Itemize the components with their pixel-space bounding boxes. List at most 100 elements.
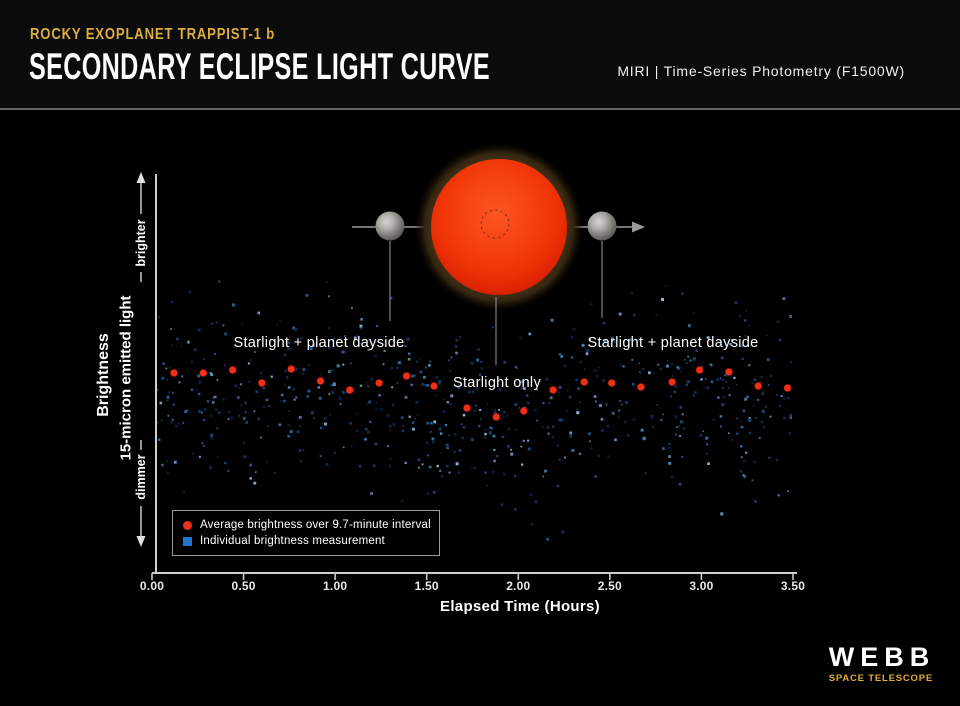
- individual-measurement-point: [365, 403, 368, 406]
- individual-measurement-point: [211, 322, 214, 325]
- individual-measurement-point: [160, 419, 163, 422]
- individual-measurement-point: [327, 370, 331, 373]
- individual-measurement-point: [590, 303, 593, 306]
- individual-measurement-point: [544, 469, 547, 473]
- individual-measurement-point: [284, 370, 287, 373]
- y-axis-label-primary: Brightness: [95, 333, 112, 417]
- individual-measurement-point: [328, 393, 331, 395]
- individual-measurement-point: [197, 374, 201, 378]
- individual-measurement-point: [571, 356, 574, 359]
- individual-measurement-point: [745, 309, 748, 312]
- individual-measurement-point: [306, 395, 309, 398]
- individual-measurement-point: [685, 362, 688, 365]
- annotation-starlight-plus-dayside-right: Starlight + planet dayside: [587, 335, 759, 351]
- page-title: SECONDARY ECLIPSE LIGHT CURVE: [29, 46, 490, 87]
- individual-measurement-point: [705, 452, 708, 455]
- individual-measurement-point: [167, 472, 169, 474]
- arrow-down-icon: [136, 536, 146, 547]
- individual-measurement-point: [780, 395, 783, 398]
- individual-measurement-point: [514, 475, 517, 478]
- individual-measurement-point: [501, 435, 505, 439]
- individual-measurement-point: [665, 285, 668, 287]
- individual-measurement-point: [355, 429, 359, 432]
- individual-measurement-point: [662, 447, 665, 450]
- individual-measurement-point: [638, 362, 640, 365]
- individual-measurement-point: [593, 368, 597, 372]
- individual-measurement-point: [744, 451, 748, 454]
- individual-measurement-point: [725, 381, 728, 383]
- individual-measurement-point: [576, 408, 579, 411]
- planet-before-eclipse: [375, 211, 405, 241]
- individual-measurement-point: [571, 448, 575, 452]
- individual-measurement-point: [280, 393, 284, 397]
- individual-measurement-point: [287, 386, 291, 389]
- individual-measurement-point: [480, 418, 483, 421]
- individual-measurement-point: [629, 338, 632, 341]
- individual-measurement-point: [674, 415, 677, 418]
- individual-measurement-point: [370, 492, 373, 495]
- individual-measurement-point: [744, 334, 747, 337]
- individual-measurement-point: [503, 411, 506, 413]
- individual-measurement-point: [755, 416, 758, 419]
- individual-measurement-point: [287, 341, 290, 344]
- individual-measurement-point: [644, 472, 647, 475]
- individual-measurement-point: [247, 380, 251, 383]
- webb-logo-wordmark: WEBB: [828, 642, 936, 672]
- individual-measurement-point: [409, 382, 412, 385]
- individual-measurement-point: [704, 377, 707, 380]
- individual-measurement-point: [787, 397, 789, 399]
- annotation-starlight-plus-dayside-left: Starlight + planet dayside: [233, 335, 405, 351]
- individual-measurement-point: [630, 292, 633, 295]
- individual-measurement-point: [245, 421, 248, 424]
- individual-measurement-point: [541, 425, 544, 428]
- individual-measurement-point: [556, 444, 559, 447]
- individual-measurement-point: [198, 455, 201, 458]
- individual-measurement-point: [590, 447, 593, 450]
- individual-measurement-point: [449, 403, 452, 406]
- individual-measurement-point: [455, 338, 459, 342]
- individual-measurement-point: [216, 427, 219, 430]
- individual-measurement-point: [157, 421, 159, 424]
- individual-measurement-point: [357, 339, 360, 342]
- individual-measurement-point: [741, 358, 744, 360]
- individual-measurement-point: [244, 411, 248, 414]
- individual-measurement-point: [320, 426, 323, 430]
- individual-measurement-point: [175, 425, 177, 428]
- individual-measurement-point: [375, 408, 378, 411]
- individual-measurement-point: [169, 366, 171, 368]
- individual-measurement-point: [498, 387, 502, 391]
- individual-measurement-point: [417, 466, 420, 469]
- individual-measurement-point: [268, 404, 271, 407]
- individual-measurement-point: [283, 353, 287, 357]
- individual-measurement-point: [514, 403, 517, 406]
- individual-measurement-point: [761, 392, 765, 396]
- individual-measurement-point: [777, 494, 780, 497]
- individual-measurement-point: [296, 430, 300, 434]
- individual-measurement-point: [444, 424, 448, 427]
- individual-measurement-point: [386, 445, 389, 448]
- individual-measurement-point: [716, 378, 720, 381]
- individual-measurement-point: [237, 396, 240, 399]
- individual-measurement-point: [561, 530, 565, 534]
- individual-measurement-point: [440, 452, 443, 454]
- individual-measurement-point: [671, 476, 674, 479]
- individual-measurement-point: [298, 449, 302, 452]
- individual-measurement-point: [617, 415, 620, 418]
- individual-measurement-point: [404, 395, 408, 399]
- red-dot-icon: [183, 520, 192, 530]
- individual-measurement-point: [224, 461, 227, 465]
- x-tick-label: 0.00: [139, 579, 165, 593]
- individual-measurement-point: [428, 465, 432, 469]
- average-brightness-point: [580, 378, 589, 386]
- individual-measurement-point: [462, 426, 466, 429]
- individual-measurement-point: [222, 397, 225, 401]
- individual-measurement-point: [775, 458, 779, 462]
- individual-measurement-point: [479, 409, 482, 411]
- individual-measurement-point: [648, 371, 651, 375]
- individual-measurement-point: [779, 339, 782, 342]
- individual-measurement-point: [410, 383, 413, 386]
- binned-average-points: [170, 365, 792, 421]
- individual-measurement-point: [681, 413, 684, 416]
- individual-measurement-point: [536, 419, 539, 422]
